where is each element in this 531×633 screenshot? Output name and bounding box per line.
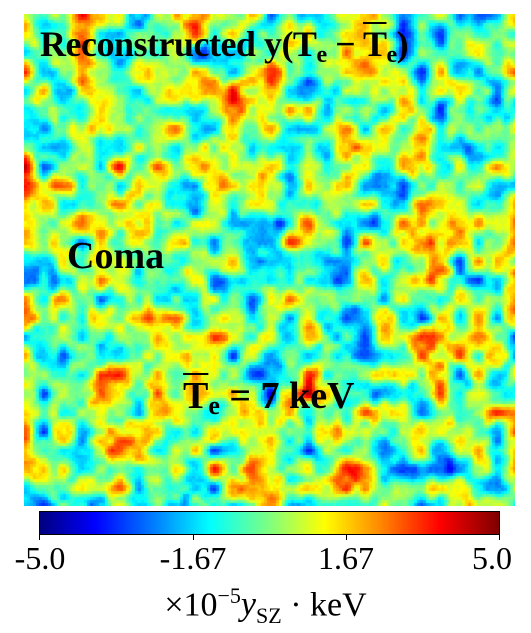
colorbar-tick-label: 1.67 [318, 540, 374, 576]
colorbar-label: ×10−5ySZ · keV [0, 583, 531, 629]
colorbar-tick [499, 535, 500, 540]
title-suffix: ) [396, 24, 409, 64]
temperature-sub: e [208, 391, 220, 420]
title-prefix: Reconstructed y(T [40, 24, 317, 64]
temperature-value: = 7 keV [219, 375, 355, 417]
colorbar-tick-label: 5.0 [472, 540, 512, 576]
colorbar-tick-label: -5.0 [14, 540, 66, 576]
map-title: Reconstructed y(Te − Te) [40, 24, 409, 68]
title-minus: − [326, 24, 363, 64]
temperature-label: Te = 7 keV [183, 377, 355, 419]
colorbar-label-unit: · keV [281, 586, 367, 624]
colorbar-label-exp: −5 [217, 583, 241, 608]
colorbar-label-ysub: SZ [256, 603, 282, 629]
colorbar [39, 511, 500, 535]
colorbar-tick [39, 535, 40, 540]
colorbar-tick [193, 535, 194, 540]
title-sub-e: e [316, 42, 327, 68]
cluster-label: Coma [67, 235, 165, 277]
temperature-symbol: T [183, 375, 209, 417]
title-sub-e2: e [386, 42, 398, 68]
colorbar-label-y: y [240, 586, 257, 624]
title-tbar: T [362, 24, 387, 64]
colorbar-tick-label: -1.67 [159, 540, 227, 576]
map-canvas [24, 14, 515, 506]
colorbar-label-times: ×10 [164, 586, 218, 624]
reconstructed-map [24, 14, 515, 506]
colorbar-tick [346, 535, 347, 540]
